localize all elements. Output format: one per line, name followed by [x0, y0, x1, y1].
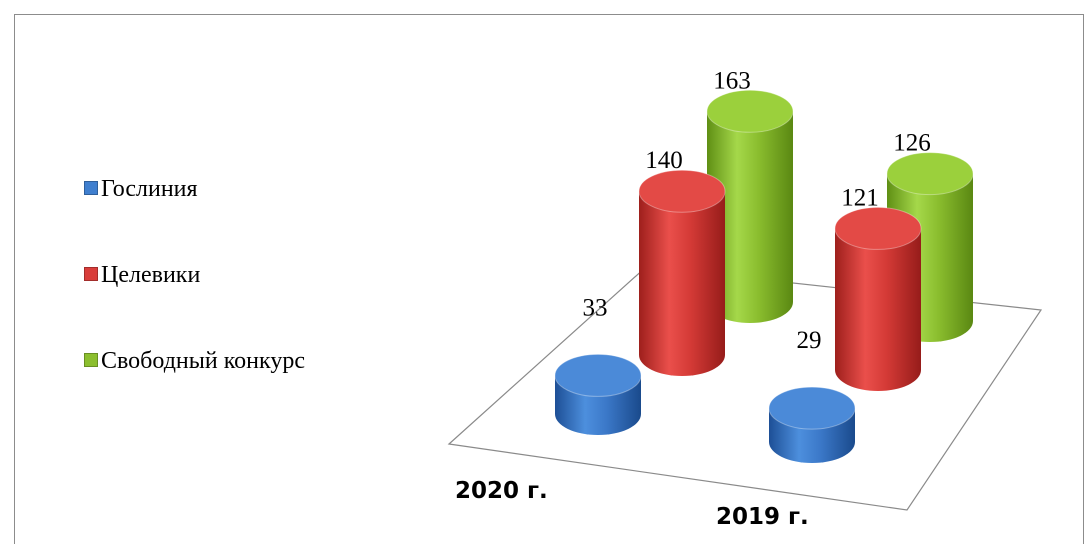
bar-cap [768, 386, 856, 430]
data-label-goslinia-2019: 29 [797, 327, 822, 354]
bar-svobodnyj-2020 [706, 89, 794, 323]
legend-swatch-goslinia [84, 181, 98, 195]
legend-item-goslinia: Гослиния [84, 176, 198, 203]
legend-item-celeviki: Целевики [84, 262, 200, 289]
bar-cap [706, 89, 794, 133]
legend-label-goslinia: Гослиния [101, 176, 198, 202]
bar-body [639, 191, 725, 376]
bar-celeviki-2019 [834, 206, 922, 391]
bar-cap [886, 152, 974, 196]
bar-celeviki-2020 [638, 169, 726, 376]
bar-goslinia-2020 [554, 353, 642, 435]
category-label-2020: 2020 г. [455, 478, 548, 504]
data-label-svobodnyj-2020: 163 [713, 67, 751, 94]
data-label-celeviki-2019: 121 [841, 184, 879, 211]
labels-group: 163 126 140 121 33 29 2020 г. 2019 г. [455, 67, 931, 530]
data-label-celeviki-2020: 140 [645, 147, 683, 174]
bars-group [554, 89, 974, 463]
category-label-2019: 2019 г. [716, 504, 809, 530]
bar-body [835, 228, 921, 391]
legend-swatch-celeviki [84, 267, 98, 281]
data-label-svobodnyj-2019: 126 [893, 130, 931, 157]
legend-item-svobodnyj: Свободный конкурс [84, 348, 305, 375]
bar-goslinia-2019 [768, 386, 856, 463]
chart-frame [14, 14, 1084, 544]
bar-cap [834, 206, 922, 250]
bar-body [707, 111, 793, 323]
legend-swatch-svobodnyj [84, 353, 98, 367]
plot-area: 163 126 140 121 33 29 2020 г. 2019 г. [447, 67, 1043, 530]
bar-cap [638, 169, 726, 213]
legend-label-svobodnyj: Свободный конкурс [101, 348, 305, 374]
legend-label-celeviki: Целевики [101, 262, 201, 288]
data-label-goslinia-2020: 33 [583, 294, 608, 321]
bar-cap [554, 353, 642, 397]
